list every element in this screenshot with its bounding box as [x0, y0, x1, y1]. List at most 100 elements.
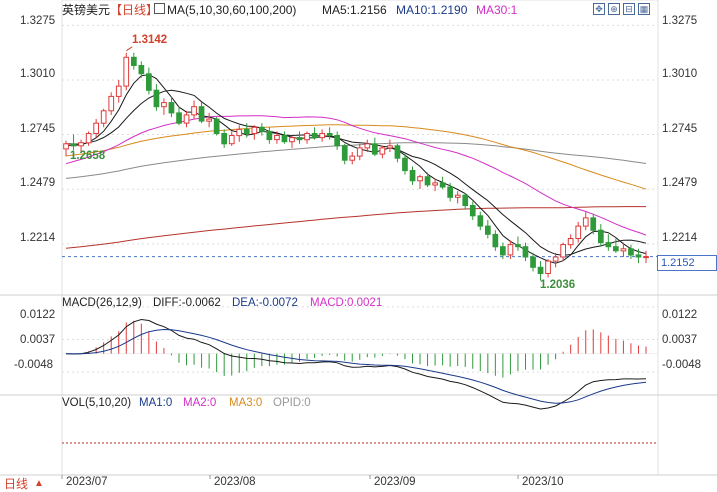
candle-body-9 [131, 56, 137, 66]
macd-diff-value: DIFF:-0.0062 [153, 297, 221, 309]
candle-body-60 [515, 244, 521, 248]
candle-body-19 [206, 118, 213, 122]
candle-body-49 [432, 182, 438, 186]
candle-body-36 [334, 135, 340, 147]
candle-body-77 [643, 256, 649, 259]
collapse-icon[interactable]: ⊟ [623, 3, 635, 15]
candle-body-22 [228, 135, 235, 145]
candle-body-10 [138, 65, 145, 75]
high-pointer [125, 46, 133, 52]
candle-body-4 [93, 122, 100, 134]
high-annotation: 1.3142 [132, 34, 168, 46]
candle-body-24 [243, 128, 250, 134]
date-label-2023-09: 2023/09 [374, 476, 416, 488]
macd-tick-left-2: -0.0048 [14, 359, 54, 371]
candle-body-6 [108, 95, 115, 112]
current-price-badge: 1.2152 [657, 255, 717, 271]
price-tick-right-2: 1.2745 [662, 123, 698, 135]
candle-body-40 [364, 143, 371, 149]
candle-body-16 [183, 114, 190, 124]
ma10-value: MA10:1.2190 [396, 3, 468, 17]
price-tick-left-4: 1.2214 [20, 232, 56, 244]
candle-body-18 [198, 106, 205, 122]
candle-body-45 [402, 157, 408, 172]
move-icon[interactable]: ✥ [593, 3, 605, 15]
macd-dea-line [66, 328, 647, 404]
candle-body-25 [251, 126, 258, 135]
candle-body-48 [424, 176, 431, 186]
candle-body-20 [213, 118, 220, 134]
volume-ma2: MA2:0 [183, 397, 217, 409]
candle-body-31 [296, 137, 303, 141]
ma5-line [66, 74, 647, 264]
candle-body-53 [462, 194, 469, 206]
price-tick-left-2: 1.2745 [20, 123, 56, 135]
candle-body-75 [628, 248, 634, 256]
period-selector[interactable]: 日线 [4, 477, 29, 491]
ma30-value: MA30:1 [476, 3, 518, 17]
candle-body-42 [379, 147, 386, 155]
candle-body-51 [447, 186, 453, 198]
date-label-2023-08: 2023/08 [214, 476, 256, 488]
candle-body-3 [85, 133, 92, 144]
candle-body-13 [161, 102, 167, 108]
period-label[interactable]: 【日线】 [110, 3, 159, 17]
macd-tick-left-0: 0.0122 [20, 309, 56, 321]
date-label-2023-10: 2023/10 [522, 476, 564, 488]
candle-body-5 [100, 110, 107, 124]
indicator-settings-icon[interactable] [154, 3, 165, 14]
candle-body-33 [311, 133, 318, 139]
volume-ma1: MA1:0 [139, 397, 173, 409]
candle-body-72 [605, 242, 612, 248]
zoom-in-icon[interactable]: ⊕ [608, 3, 620, 15]
candle-body-76 [635, 254, 642, 258]
candle-body-39 [356, 147, 363, 157]
macd-diff-line [65, 318, 647, 410]
low-annotation: 1.2036 [540, 279, 576, 291]
candle-body-57 [492, 233, 499, 248]
grid-icon[interactable]: ▦ [638, 3, 650, 15]
candle-body-17 [191, 106, 197, 116]
candle-body-54 [469, 205, 476, 217]
candle-body-38 [349, 155, 356, 161]
start-annotation: 1.2658 [70, 150, 106, 162]
candle-body-0 [63, 143, 69, 150]
candle-body-26 [259, 126, 265, 132]
macd-value: MACD:0.0021 [310, 297, 383, 309]
candle-body-32 [304, 133, 310, 141]
candle-body-58 [500, 246, 506, 256]
candle-body-47 [417, 176, 423, 182]
macd-tick-right-2: -0.0048 [662, 359, 702, 371]
ma60-line [65, 124, 647, 190]
price-tick-right-3: 1.2479 [662, 177, 698, 189]
candle-body-14 [168, 102, 175, 114]
candle-body-28 [274, 135, 280, 141]
candle-body-66 [560, 244, 566, 258]
ma30-line [65, 115, 647, 236]
candle-body-37 [341, 145, 348, 161]
macd-tick-right-0: 0.0122 [662, 309, 698, 321]
candle-body-1 [70, 143, 77, 147]
candle-body-46 [409, 170, 416, 182]
candle-body-30 [289, 137, 295, 143]
volume-ma3: MA3:0 [229, 397, 263, 409]
candle-body-7 [115, 85, 122, 97]
candle-body-2 [78, 142, 84, 147]
candle-body-29 [281, 135, 288, 143]
price-tick-right-1: 1.3010 [662, 68, 698, 80]
candle-body-71 [598, 229, 604, 244]
period-dropdown-icon[interactable]: ▲ [34, 478, 44, 489]
candle-body-70 [590, 217, 597, 231]
candle-body-74 [620, 248, 627, 252]
candle-body-56 [485, 225, 491, 235]
candle-body-35 [326, 133, 333, 137]
price-tick-left-1: 1.3010 [20, 68, 56, 80]
price-tick-left-3: 1.2479 [20, 177, 56, 189]
candle-body-27 [266, 130, 273, 141]
candle-body-23 [236, 128, 243, 137]
date-label-2023-07: 2023/07 [66, 476, 108, 488]
candle-body-21 [221, 133, 228, 145]
candle-body-69 [582, 217, 589, 227]
candle-body-15 [176, 112, 182, 124]
